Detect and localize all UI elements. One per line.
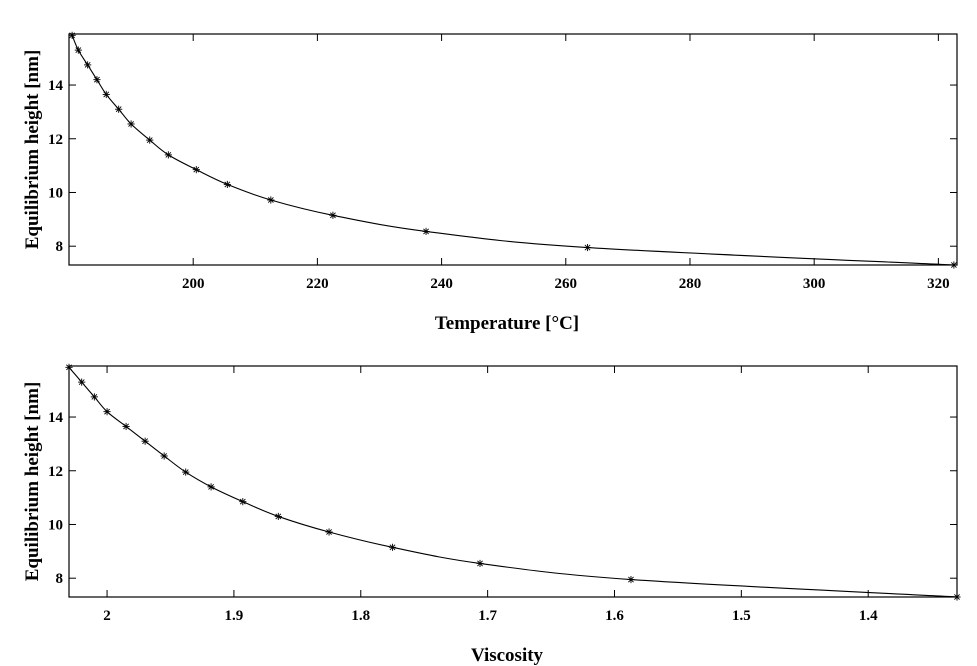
data-point — [388, 543, 397, 551]
x-tick-label: 260 — [555, 276, 578, 292]
data-point — [68, 31, 76, 39]
y-axis-label: Equilibrium height [nm] — [22, 50, 43, 250]
y-tick-label: 14 — [48, 410, 64, 426]
data-point — [329, 211, 337, 219]
data-point — [146, 136, 154, 144]
y-tick-label: 10 — [48, 517, 63, 533]
y-tick-label: 14 — [48, 78, 64, 94]
data-point — [267, 196, 275, 204]
data-point — [583, 243, 592, 252]
x-tick-label: 240 — [430, 276, 453, 292]
data-point — [90, 393, 98, 401]
x-tick-label: 1.7 — [478, 608, 497, 624]
data-point — [207, 483, 215, 491]
data-point — [950, 261, 958, 269]
data-point — [115, 105, 123, 113]
data-point — [627, 575, 635, 584]
data-point — [239, 498, 247, 506]
x-tick-label: 1.4 — [859, 608, 878, 624]
x-tick-label: 1.6 — [605, 608, 624, 624]
data-point — [65, 363, 73, 371]
x-tick-label: 280 — [679, 276, 702, 292]
y-tick-label: 8 — [56, 571, 64, 587]
viscosity-plot: 2 1.9 1.8 1.7 1.6 1.5 1.4 8 10 12 14 Viscosity Equil… — [22, 363, 961, 666]
series-line — [68, 366, 958, 598]
data-point — [476, 559, 484, 568]
x-tick-label: 200 — [182, 276, 205, 292]
y-tick-label: 10 — [48, 185, 63, 201]
x-tick-label: 300 — [803, 276, 826, 292]
data-point — [103, 408, 111, 416]
y-tick-label: 8 — [56, 239, 64, 255]
x-tick-label: 1.8 — [351, 608, 370, 624]
data-point — [84, 61, 92, 69]
y-axis-label: Equilibrium height [nm] — [22, 382, 43, 582]
data-point — [141, 437, 149, 445]
x-axis-label: Viscosity — [471, 645, 544, 666]
data-point — [74, 46, 82, 54]
data-point — [160, 452, 168, 460]
x-tick-label: 1.9 — [225, 608, 244, 624]
plot-frame — [68, 33, 958, 266]
x-tick-label: 320 — [927, 276, 950, 292]
data-point — [78, 378, 86, 386]
data-point — [223, 180, 231, 189]
x-axis-label: Temperature [°C] — [435, 313, 579, 334]
data-point — [102, 90, 110, 99]
y-tick-label: 12 — [48, 132, 63, 148]
data-point — [182, 468, 190, 476]
data-point — [274, 512, 282, 521]
x-tick-label: 1.5 — [732, 608, 751, 624]
data-point — [127, 120, 135, 128]
data-point — [93, 76, 101, 84]
data-point — [192, 166, 200, 174]
data-point — [422, 227, 430, 236]
plot-frame — [68, 365, 958, 598]
series-line — [71, 35, 954, 266]
data-point — [164, 151, 172, 159]
x-tick-label: 220 — [306, 276, 329, 292]
data-point — [325, 528, 333, 536]
temperature-plot: 200 220 240 260 280 300 320 8 10 12 14 Temperature … — [22, 31, 958, 334]
data-point — [953, 593, 961, 601]
data-point — [122, 422, 130, 431]
x-tick-label: 2 — [103, 608, 111, 624]
y-tick-label: 12 — [48, 464, 63, 480]
